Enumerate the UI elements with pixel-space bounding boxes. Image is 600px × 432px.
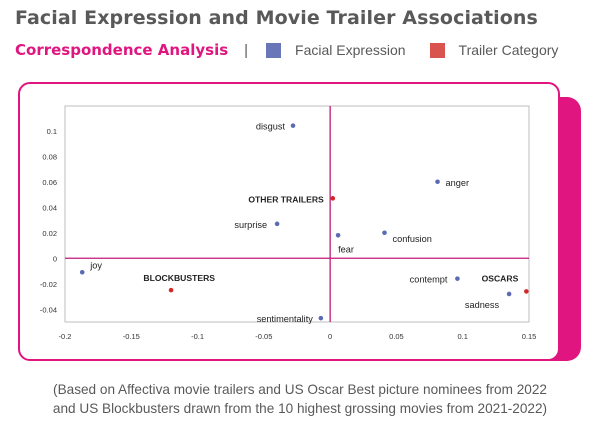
y-tick-label: 0.02 xyxy=(42,229,57,238)
point-contempt xyxy=(455,276,460,281)
point-joy xyxy=(79,269,85,275)
x-tick-label: -0.15 xyxy=(123,332,140,341)
point-sadness xyxy=(506,291,512,297)
point-label-sadness: sadness xyxy=(465,300,500,310)
legend-swatch-facial-expression xyxy=(266,42,282,58)
footnote-line-2: and US Blockbusters drawn from the 10 hi… xyxy=(52,401,548,416)
y-tick-label: 0.1 xyxy=(47,127,57,136)
point-blockbusters xyxy=(168,287,174,293)
chart-subtitle: Correspondence Analysis xyxy=(15,41,229,59)
legend-row: Correspondence Analysis | Facial Express… xyxy=(15,40,582,60)
point-label-sentimentality: sentimentality xyxy=(257,314,314,324)
legend-label-trailer-category: Trailer Category xyxy=(458,42,559,58)
chart-card xyxy=(18,82,560,361)
chart-title: Facial Expression and Movie Trailer Asso… xyxy=(15,7,538,29)
point-label-contempt: contempt xyxy=(410,275,448,285)
legend-item-trailer-category: Trailer Category xyxy=(429,42,559,58)
point-fear xyxy=(335,233,341,238)
legend-swatch-trailer-category xyxy=(429,42,445,58)
y-tick-label: 0.04 xyxy=(42,203,57,212)
point-label-disgust: disgust xyxy=(256,122,286,132)
y-tick-label: -0.04 xyxy=(40,305,57,314)
point-label-blockbusters: BLOCKBUSTERS xyxy=(143,273,215,283)
x-tick-label: 0 xyxy=(328,332,332,341)
point-sentimentality xyxy=(318,315,324,321)
point-label-joy: joy xyxy=(89,260,102,270)
x-tick-label: -0.2 xyxy=(59,332,72,341)
y-tick-label: 0.06 xyxy=(42,178,57,187)
y-tick-label: 0.08 xyxy=(42,152,57,161)
footnote: (Based on Affectiva movie trailers and U… xyxy=(0,380,600,418)
point-label-anger: anger xyxy=(446,178,470,188)
point-label-confusion: confusion xyxy=(392,234,431,244)
legend-label-facial-expression: Facial Expression xyxy=(295,42,406,58)
point-label-other-trailers: OTHER TRAILERS xyxy=(248,194,324,204)
x-tick-label: 0.05 xyxy=(389,332,404,341)
point-confusion xyxy=(382,230,387,236)
point-oscars xyxy=(524,289,529,294)
x-tick-label: 0.15 xyxy=(522,332,537,341)
point-label-surprise: surprise xyxy=(234,220,267,230)
point-label-fear: fear xyxy=(338,244,354,254)
legend-item-facial-expression: Facial Expression xyxy=(266,42,406,58)
point-surprise xyxy=(274,221,280,227)
footnote-line-1: (Based on Affectiva movie trailers and U… xyxy=(53,382,547,397)
point-anger xyxy=(435,179,440,185)
y-tick-label: 0 xyxy=(53,254,57,263)
y-tick-label: -0.02 xyxy=(40,280,57,289)
x-tick-label: 0.1 xyxy=(457,332,467,341)
x-tick-label: -0.05 xyxy=(255,332,272,341)
x-tick-label: -0.1 xyxy=(191,332,204,341)
point-other-trailers xyxy=(330,196,336,201)
point-disgust xyxy=(290,123,296,128)
separator: | xyxy=(244,41,249,59)
plot-frame xyxy=(64,105,530,323)
point-label-oscars: OSCARS xyxy=(482,273,519,283)
